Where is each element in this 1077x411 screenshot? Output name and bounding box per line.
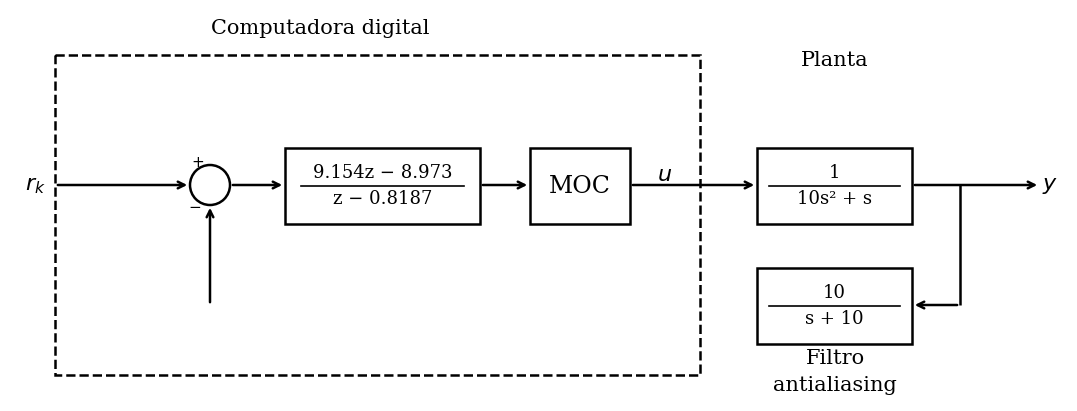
Text: 1: 1 — [828, 164, 840, 182]
Text: 10: 10 — [823, 284, 847, 302]
Text: Computadora digital: Computadora digital — [211, 18, 430, 37]
Text: s + 10: s + 10 — [806, 310, 864, 328]
Polygon shape — [55, 55, 700, 375]
Polygon shape — [285, 148, 480, 224]
Polygon shape — [757, 268, 912, 344]
Text: −: − — [188, 199, 201, 215]
Text: $y$: $y$ — [1043, 174, 1058, 196]
Text: MOC: MOC — [549, 175, 611, 198]
Text: $r_k$: $r_k$ — [25, 174, 45, 196]
Text: $u$: $u$ — [657, 164, 672, 186]
Polygon shape — [757, 148, 912, 224]
Text: antialiasing: antialiasing — [773, 376, 897, 395]
Text: 9.154z − 8.973: 9.154z − 8.973 — [312, 164, 452, 182]
Polygon shape — [530, 148, 630, 224]
Text: 10s² + s: 10s² + s — [797, 190, 872, 208]
Text: Filtro: Filtro — [806, 349, 865, 367]
Text: Planta: Planta — [801, 51, 869, 69]
Text: z − 0.8187: z − 0.8187 — [333, 190, 432, 208]
Text: +: + — [192, 155, 205, 169]
